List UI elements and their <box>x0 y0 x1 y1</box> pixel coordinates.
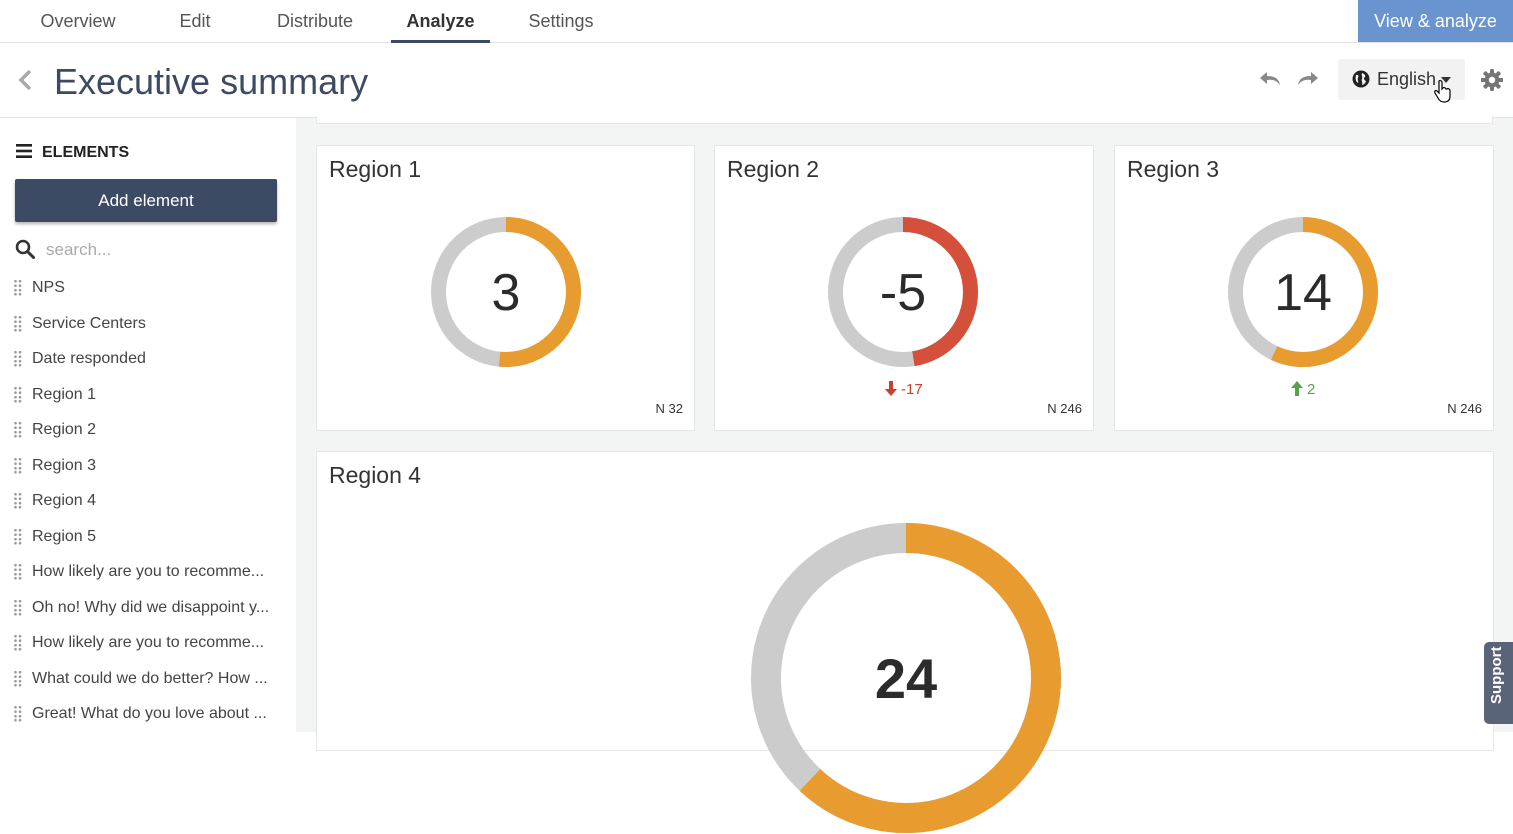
element-label: Region 5 <box>32 527 97 545</box>
trend-delta: 2 <box>1291 381 1315 398</box>
hand-cursor-icon <box>1434 79 1451 103</box>
sample-size: N 246 <box>1447 401 1482 416</box>
element-list-item[interactable]: Oh no! Why did we disappoint y... <box>0 590 296 626</box>
arrow-up-icon <box>1291 381 1303 396</box>
drag-handle-icon[interactable] <box>14 280 22 296</box>
drag-handle-icon[interactable] <box>14 635 22 651</box>
page-title: Executive summary <box>54 61 369 102</box>
element-label: How likely are you to recomme... <box>32 634 265 651</box>
card-title: Region 3 <box>1127 156 1220 182</box>
element-list-item[interactable]: Great! What do you love about ... <box>0 696 296 732</box>
donut-arc <box>828 217 978 367</box>
element-label: Great! What do you love about ... <box>32 705 267 722</box>
elements-list: NPS Service Centers Date responded Region 1… <box>0 270 296 732</box>
redo-icon[interactable] <box>1296 69 1320 89</box>
element-list-item[interactable]: How likely are you to recomme... <box>0 625 296 661</box>
previous-card-edge <box>316 116 1493 124</box>
tab-overview[interactable]: Overview <box>40 11 116 31</box>
element-list-item[interactable]: Service Centers <box>0 306 296 342</box>
drag-handle-icon[interactable] <box>14 706 22 722</box>
element-list-item[interactable]: Region 2 <box>0 412 296 448</box>
sample-size: N 246 <box>1047 401 1082 416</box>
element-list-item[interactable]: Region 4 <box>0 483 296 519</box>
element-list-item[interactable]: Region 1 <box>0 377 296 413</box>
drag-handle-icon[interactable] <box>14 315 22 332</box>
delta-value: 2 <box>1307 381 1316 398</box>
element-list-item[interactable]: What could we do better? How ... <box>0 661 296 697</box>
trend-delta: -17 <box>885 381 923 398</box>
nps-donut: 24 <box>751 523 1061 833</box>
drag-handle-icon[interactable] <box>14 422 22 438</box>
drag-handle-icon[interactable] <box>14 457 22 474</box>
sample-size: N 32 <box>655 401 683 416</box>
caret-down-icon <box>1441 77 1451 83</box>
element-label: Region 4 <box>32 492 97 509</box>
region-1-card[interactable]: Region 1 3 N 32 <box>316 145 695 431</box>
undo-icon[interactable] <box>1258 69 1282 89</box>
drag-handle-icon[interactable] <box>14 564 22 580</box>
globe-icon <box>1352 70 1370 88</box>
element-list-item[interactable]: How likely are you to recomme... <box>0 554 296 590</box>
drag-handle-icon[interactable] <box>14 599 22 616</box>
element-label: Region 3 <box>32 456 97 474</box>
region-2-card[interactable]: Region 2 -5 -17 N 246 <box>714 145 1094 431</box>
element-label: Date responded <box>32 350 146 367</box>
nps-score: 24 <box>875 647 937 710</box>
drag-handle-icon[interactable] <box>14 351 22 367</box>
nps-score: -5 <box>880 264 926 322</box>
nps-score: 14 <box>1274 264 1332 322</box>
elements-heading: ELEMENTS <box>16 144 129 162</box>
nps-donut: 14 <box>1228 217 1378 367</box>
card-title: Region 2 <box>727 156 820 182</box>
arrow-down-icon <box>885 381 897 396</box>
element-label: Service Centers <box>32 314 146 332</box>
element-label: Oh no! Why did we disappoint y... <box>32 598 270 616</box>
elements-heading-label: ELEMENTS <box>42 144 130 161</box>
language-label: English <box>1377 69 1437 89</box>
search-input[interactable] <box>46 237 276 263</box>
donut-arc <box>1228 217 1378 367</box>
element-label: How likely are you to recomme... <box>32 563 265 580</box>
add-element-button[interactable]: Add element <box>15 179 277 222</box>
dashboard-canvas: Region 1 3 N 32 Region 2 -5 -17 N 246 Re… <box>296 116 1513 833</box>
drag-handle-icon[interactable] <box>14 493 22 509</box>
drag-handle-icon[interactable] <box>14 386 22 403</box>
tab-distribute[interactable]: Distribute <box>276 11 354 31</box>
element-label: Region 1 <box>32 385 97 403</box>
element-label: Region 2 <box>32 421 97 438</box>
view-and-analyze-button[interactable]: View & analyze <box>1358 0 1513 42</box>
support-tab[interactable]: Support <box>1484 642 1513 724</box>
gear-icon[interactable] <box>1481 69 1503 91</box>
delta-value: -17 <box>901 381 923 398</box>
tab-edit[interactable]: Edit <box>179 11 211 31</box>
search-icon <box>15 239 35 259</box>
nps-donut: -5 <box>828 217 978 367</box>
nps-donut: 3 <box>431 217 581 367</box>
region-4-card[interactable]: Region 4 24 <box>316 451 1494 833</box>
element-label: NPS <box>32 279 65 296</box>
drag-handle-icon[interactable] <box>14 670 22 687</box>
top-nav: Overview Edit Distribute Analyze Setting… <box>0 0 1513 43</box>
tab-analyze[interactable]: Analyze <box>391 0 490 43</box>
element-list-item[interactable]: NPS <box>0 270 296 306</box>
elements-sidebar: ELEMENTS Add element NPS Service Centers D… <box>0 118 296 732</box>
element-list-item[interactable]: Date responded <box>0 341 296 377</box>
donut-arc <box>431 217 581 367</box>
element-label: What could we do better? How ... <box>32 669 268 687</box>
card-title: Region 4 <box>329 462 422 488</box>
language-dropdown[interactable]: English <box>1338 59 1465 103</box>
menu-icon[interactable] <box>16 144 32 158</box>
element-list-item[interactable]: Region 3 <box>0 448 296 484</box>
card-title: Region 1 <box>329 156 422 182</box>
support-label: Support <box>1488 646 1505 705</box>
nps-score: 3 <box>492 264 521 322</box>
drag-handle-icon[interactable] <box>14 528 22 545</box>
chevron-left-icon[interactable] <box>16 67 36 93</box>
region-3-card[interactable]: Region 3 14 2 N 246 <box>1114 145 1494 431</box>
title-bar: Executive summary English <box>0 43 1513 118</box>
tab-settings[interactable]: Settings <box>528 11 594 31</box>
element-list-item[interactable]: Region 5 <box>0 519 296 555</box>
